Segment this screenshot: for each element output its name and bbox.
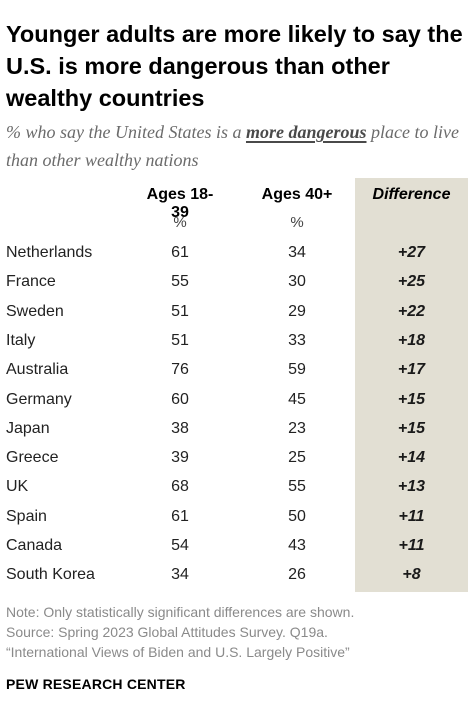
table-row: Greece 39 25 +14 <box>0 443 474 472</box>
column-header-ages-18-39: Ages 18-39 <box>146 186 214 221</box>
pew-research-center-logo: PEW RESEARCH CENTER <box>6 676 186 692</box>
chart-notes: Note: Only statistically significant dif… <box>6 602 468 662</box>
subtitle-emphasis: more dangerous <box>245 122 367 142</box>
value-difference: +25 <box>397 273 426 291</box>
subtitle-tail: place to live than other wealthy nations <box>6 122 459 170</box>
country-label: Australia <box>6 361 69 379</box>
table-row: Japan 38 23 +15 <box>0 414 474 443</box>
value-difference: +8 <box>402 566 421 584</box>
value-ages-18-39: 51 <box>171 302 189 320</box>
difference-column-band <box>355 178 468 592</box>
value-ages-18-39: 51 <box>171 331 189 349</box>
table-row: Italy 51 33 +18 <box>0 326 474 355</box>
country-label: Greece <box>6 449 59 467</box>
value-ages-40-plus: 26 <box>288 566 306 584</box>
source-line: Source: Spring 2023 Global Attitudes Sur… <box>6 624 328 640</box>
subtitle-lead: % who say the United States is a <box>6 122 246 142</box>
country-label: UK <box>6 478 29 496</box>
note-line: Note: Only statistically significant dif… <box>6 604 355 620</box>
chart-title: Younger adults are more likely to say th… <box>6 21 463 111</box>
value-difference: +13 <box>397 478 426 496</box>
column-unit-ages-18-39: % <box>173 214 187 231</box>
value-ages-18-39: 38 <box>171 419 189 437</box>
value-ages-40-plus: 23 <box>288 419 306 437</box>
table-row: South Korea 34 26 +8 <box>0 560 474 589</box>
value-difference: +11 <box>398 537 425 554</box>
value-ages-40-plus: 33 <box>288 331 306 349</box>
value-difference: +18 <box>397 331 426 349</box>
value-ages-18-39: 39 <box>171 449 189 467</box>
value-ages-18-39: 55 <box>171 273 189 291</box>
value-ages-18-39: 34 <box>171 566 189 584</box>
value-ages-40-plus: 50 <box>288 507 306 525</box>
value-ages-18-39: 61 <box>171 244 189 261</box>
country-label: Spain <box>6 507 47 525</box>
column-header-difference: Difference <box>372 186 451 203</box>
value-difference: +27 <box>397 244 426 261</box>
table-row: Netherlands 61 34 +27 <box>0 238 474 267</box>
value-difference: +17 <box>397 361 426 379</box>
value-difference: +22 <box>397 302 426 320</box>
report-title-line: “International Views of Biden and U.S. L… <box>6 644 350 660</box>
value-ages-18-39: 61 <box>171 507 189 525</box>
column-header-ages-40-plus: Ages 40+ <box>261 186 333 203</box>
country-label: Germany <box>6 390 72 408</box>
country-label: Italy <box>6 331 36 349</box>
value-ages-18-39: 76 <box>171 361 189 379</box>
value-ages-18-39: 68 <box>171 478 189 496</box>
country-label: Sweden <box>6 302 64 320</box>
value-ages-40-plus: 59 <box>288 361 306 379</box>
value-ages-40-plus: 30 <box>288 273 306 291</box>
table-row: Australia 76 59 +17 <box>0 355 474 384</box>
value-ages-18-39: 54 <box>171 537 189 554</box>
value-difference: +11 <box>398 507 425 525</box>
country-label: France <box>6 273 56 291</box>
value-ages-40-plus: 34 <box>288 244 306 261</box>
value-difference: +15 <box>397 390 426 408</box>
table-row: Sweden 51 29 +22 <box>0 297 474 326</box>
table-row: Spain 61 50 +11 <box>0 502 474 531</box>
chart-subtitle: % who say the United States is a more da… <box>6 118 468 174</box>
value-ages-18-39: 60 <box>171 390 189 408</box>
table-row: UK 68 55 +13 <box>0 472 474 501</box>
country-label: Japan <box>6 419 50 437</box>
value-ages-40-plus: 45 <box>288 390 306 408</box>
column-unit-ages-40-plus: % <box>290 214 304 231</box>
country-label: Canada <box>6 537 63 554</box>
country-label: South Korea <box>6 566 95 584</box>
table-row: Canada 54 43 +11 <box>0 531 474 560</box>
table-row: France 55 30 +25 <box>0 267 474 296</box>
value-difference: +14 <box>397 449 426 467</box>
value-ages-40-plus: 55 <box>288 478 306 496</box>
country-label: Netherlands <box>6 244 93 261</box>
value-ages-40-plus: 29 <box>288 302 306 320</box>
value-ages-40-plus: 43 <box>288 537 306 554</box>
value-difference: +15 <box>397 419 426 437</box>
value-ages-40-plus: 25 <box>288 449 306 467</box>
table-row: Germany 60 45 +15 <box>0 385 474 414</box>
